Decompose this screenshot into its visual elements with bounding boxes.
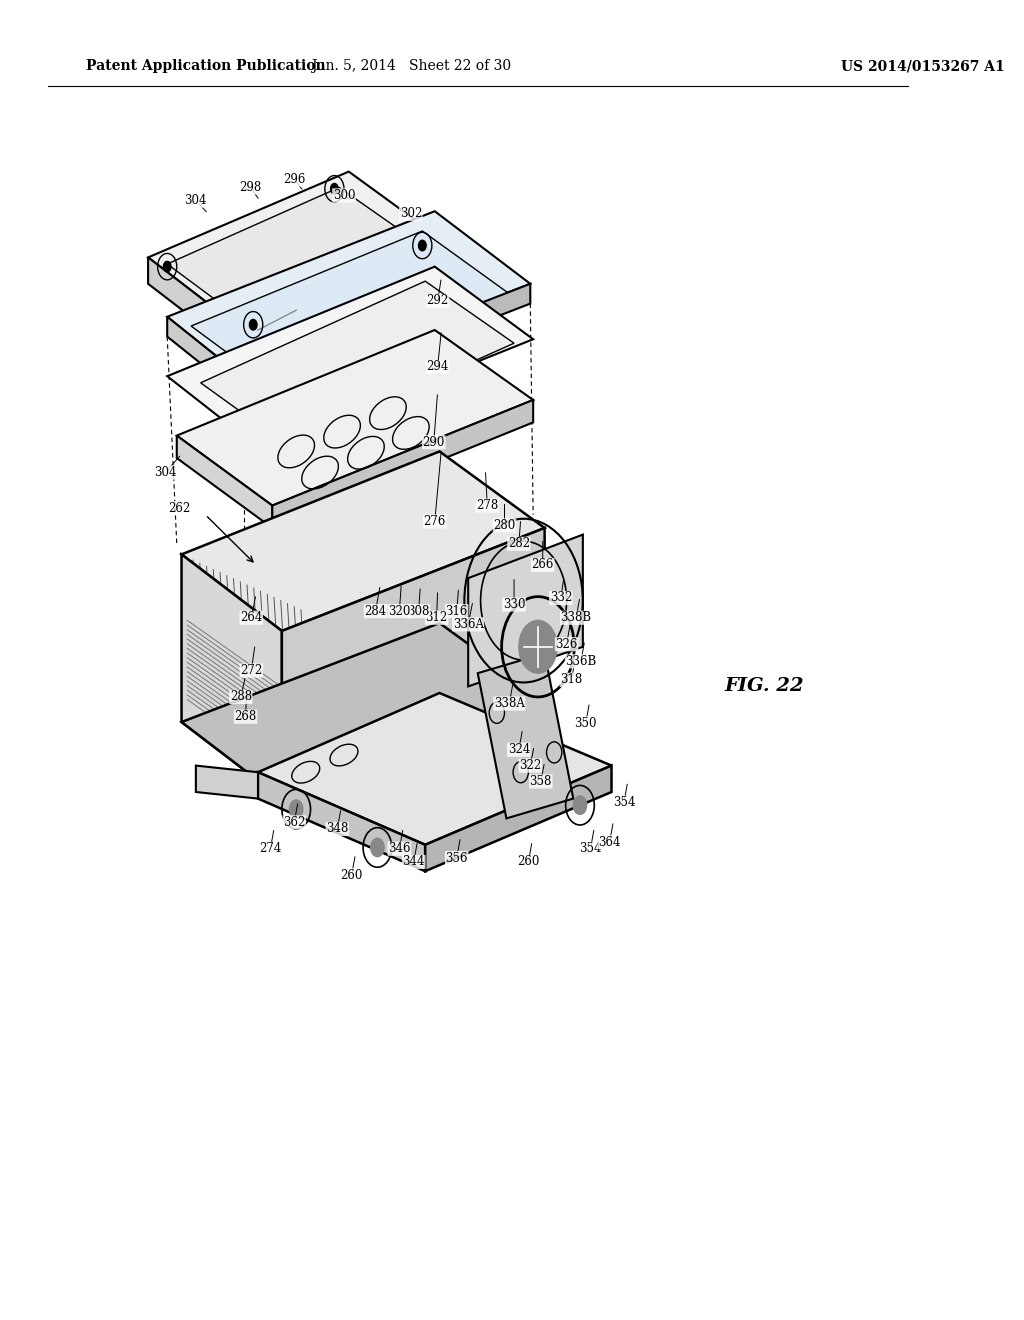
Text: 336B: 336B xyxy=(565,655,597,668)
Text: 304: 304 xyxy=(184,194,207,207)
Text: FIG. 22: FIG. 22 xyxy=(725,677,804,696)
Text: 338B: 338B xyxy=(560,611,592,624)
Text: 290: 290 xyxy=(423,436,445,449)
Polygon shape xyxy=(177,330,534,506)
Circle shape xyxy=(371,838,384,857)
Text: 316: 316 xyxy=(445,605,468,618)
Text: 350: 350 xyxy=(574,717,597,730)
Text: 284: 284 xyxy=(365,605,387,618)
Text: 298: 298 xyxy=(240,181,261,194)
Circle shape xyxy=(164,261,171,272)
Polygon shape xyxy=(196,766,258,799)
Text: 344: 344 xyxy=(402,855,425,869)
Text: 266: 266 xyxy=(531,558,554,572)
Text: 354: 354 xyxy=(580,842,602,855)
Text: 272: 272 xyxy=(241,664,262,677)
Text: 312: 312 xyxy=(426,611,447,624)
Polygon shape xyxy=(258,284,530,409)
Circle shape xyxy=(331,183,338,194)
Circle shape xyxy=(290,800,303,818)
Polygon shape xyxy=(272,400,534,528)
Text: 338A: 338A xyxy=(494,697,524,710)
Polygon shape xyxy=(258,772,425,871)
Polygon shape xyxy=(234,238,439,350)
Polygon shape xyxy=(478,653,573,818)
Polygon shape xyxy=(181,554,282,799)
Text: 296: 296 xyxy=(283,173,305,186)
Circle shape xyxy=(573,796,587,814)
Text: 354: 354 xyxy=(612,796,635,809)
Text: 318: 318 xyxy=(560,673,583,686)
Polygon shape xyxy=(177,436,272,528)
Text: 260: 260 xyxy=(517,855,540,869)
Text: 302: 302 xyxy=(399,207,422,220)
Text: 280: 280 xyxy=(494,519,516,532)
Text: US 2014/0153267 A1: US 2014/0153267 A1 xyxy=(841,59,1005,74)
Circle shape xyxy=(250,319,257,330)
Text: 364: 364 xyxy=(598,836,621,849)
Text: 326: 326 xyxy=(555,638,578,651)
Text: 276: 276 xyxy=(424,515,445,528)
Polygon shape xyxy=(167,187,421,321)
Text: 300: 300 xyxy=(333,189,355,202)
Text: 288: 288 xyxy=(229,690,252,704)
Text: 274: 274 xyxy=(259,842,282,855)
Polygon shape xyxy=(148,172,439,323)
Text: 348: 348 xyxy=(326,822,348,836)
Polygon shape xyxy=(167,267,534,449)
Polygon shape xyxy=(425,766,611,871)
Polygon shape xyxy=(181,451,545,631)
Polygon shape xyxy=(167,211,530,389)
Circle shape xyxy=(519,620,557,673)
Text: Jun. 5, 2014   Sheet 22 of 30: Jun. 5, 2014 Sheet 22 of 30 xyxy=(311,59,511,74)
Polygon shape xyxy=(191,231,508,388)
Text: 304: 304 xyxy=(154,466,176,479)
Polygon shape xyxy=(282,528,545,803)
Text: 308: 308 xyxy=(408,605,430,618)
Text: 282: 282 xyxy=(508,537,529,550)
Polygon shape xyxy=(148,257,234,350)
Text: 294: 294 xyxy=(426,360,449,374)
Text: 358: 358 xyxy=(529,775,552,788)
Polygon shape xyxy=(468,535,583,686)
Text: 320: 320 xyxy=(388,605,411,618)
Text: 322: 322 xyxy=(519,759,542,772)
Polygon shape xyxy=(201,281,514,445)
Text: 262: 262 xyxy=(169,502,190,515)
Polygon shape xyxy=(181,623,545,799)
Text: 260: 260 xyxy=(340,869,362,882)
Text: 362: 362 xyxy=(283,816,305,829)
Text: 356: 356 xyxy=(445,851,468,865)
Text: Patent Application Publication: Patent Application Publication xyxy=(86,59,326,74)
Text: 332: 332 xyxy=(550,591,572,605)
Text: 268: 268 xyxy=(234,710,257,723)
Text: 324: 324 xyxy=(508,743,530,756)
Polygon shape xyxy=(258,693,611,845)
Circle shape xyxy=(419,240,426,251)
Text: 336A: 336A xyxy=(453,618,483,631)
Text: 346: 346 xyxy=(388,842,411,855)
Text: 330: 330 xyxy=(503,598,525,611)
Text: 292: 292 xyxy=(426,294,449,308)
Text: 278: 278 xyxy=(476,499,499,512)
Text: 264: 264 xyxy=(240,611,262,624)
Polygon shape xyxy=(167,317,258,409)
